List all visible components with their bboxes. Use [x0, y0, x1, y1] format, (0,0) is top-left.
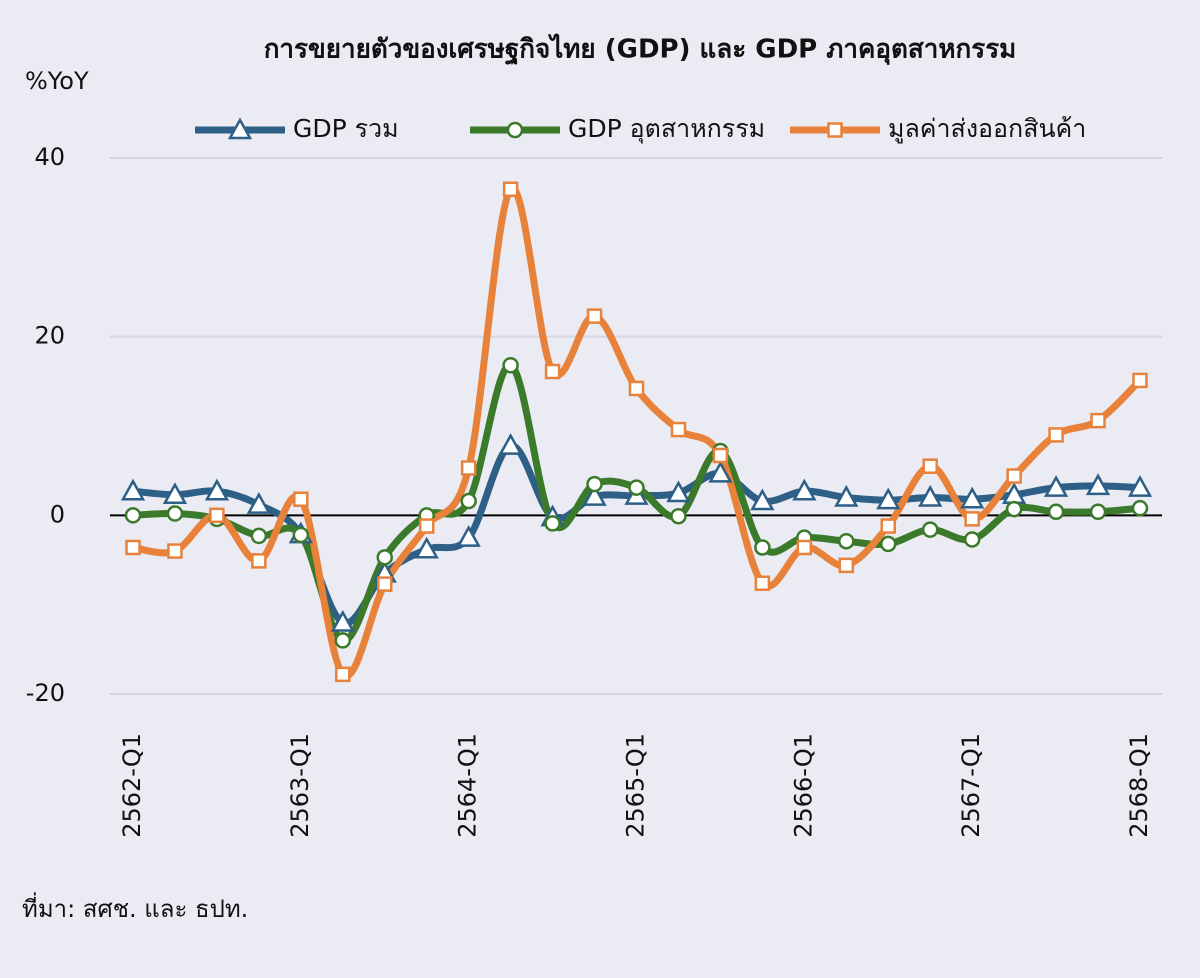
data-point: [414, 536, 439, 559]
y-tick-label: 20: [34, 322, 65, 350]
data-point: [376, 549, 393, 566]
data-point: [670, 507, 687, 525]
legend-marker: [227, 117, 253, 140]
data-point: [876, 487, 901, 510]
data-point: [838, 557, 855, 574]
data-point: [292, 526, 310, 544]
data-point: [921, 521, 939, 538]
data-point: [1048, 427, 1064, 443]
data-point: [1085, 473, 1111, 496]
data-point: [922, 458, 938, 474]
legend-marker: [506, 121, 524, 139]
data-point: [834, 484, 859, 507]
data-point: [880, 518, 896, 534]
data-point: [670, 421, 687, 438]
data-point: [1005, 500, 1023, 518]
data-point: [1006, 468, 1022, 484]
data-point: [502, 181, 519, 198]
data-point: [880, 535, 897, 553]
data-point: [246, 492, 271, 514]
source-note: ที่มา: สศช. และ ธปท.: [22, 892, 248, 923]
data-point: [708, 460, 733, 483]
data-point: [1047, 503, 1065, 521]
data-point: [460, 492, 477, 510]
data-point: [204, 478, 230, 501]
data-point: [1131, 499, 1149, 517]
data-point: [330, 609, 355, 632]
x-tick-label: 2567-Q1: [957, 733, 985, 838]
data-point: [1127, 475, 1153, 497]
data-point: [377, 576, 393, 592]
data-point: [456, 525, 481, 547]
x-tick-label: 2568-Q1: [1125, 733, 1153, 838]
legend-label: มูลค่าส่งออกสินค้า: [888, 114, 1086, 144]
data-point: [960, 486, 985, 509]
data-point: [502, 357, 519, 374]
x-tick-label: 2565-Q1: [622, 733, 650, 838]
legend-marker: [827, 122, 843, 138]
data-point: [964, 511, 980, 527]
data-point: [838, 532, 855, 550]
data-point: [582, 483, 607, 506]
data-point: [792, 478, 817, 501]
x-tick-label: 2564-Q1: [454, 733, 482, 838]
data-point: [1043, 475, 1069, 497]
data-point: [628, 479, 645, 496]
y-tick-label: -20: [26, 679, 65, 707]
data-point: [963, 531, 981, 548]
data-point: [250, 527, 268, 545]
data-point: [498, 433, 523, 455]
legend-label: GDP อุตสาหกรรม: [568, 114, 765, 144]
data-point: [293, 491, 309, 508]
data-point: [124, 507, 142, 524]
data-point: [166, 505, 184, 522]
y-tick-label: 0: [50, 500, 65, 528]
data-point: [1090, 412, 1106, 429]
data-point: [544, 515, 561, 532]
data-point: [544, 363, 561, 380]
data-point: [754, 539, 771, 556]
data-point: [918, 484, 943, 507]
data-point: [251, 553, 267, 569]
legend-label: GDP รวม: [293, 114, 399, 143]
data-point: [418, 518, 435, 534]
data-point: [666, 480, 691, 503]
chart-title: การขยายตัวของเศรษฐกิจไทย (GDP) และ GDP ภ…: [264, 33, 1017, 67]
data-point: [628, 380, 645, 397]
data-point: [460, 460, 477, 476]
data-point: [125, 539, 141, 556]
data-point: [796, 539, 813, 556]
data-point: [120, 478, 146, 501]
data-point: [754, 575, 771, 591]
data-point: [586, 475, 603, 493]
data-point: [1132, 372, 1148, 389]
data-point: [712, 447, 729, 464]
x-tick-label: 2563-Q1: [286, 733, 314, 838]
data-point: [162, 482, 188, 505]
x-tick-label: 2562-Q1: [118, 733, 146, 838]
data-point: [1089, 503, 1107, 521]
data-point: [586, 308, 603, 324]
y-axis-label: %YoY: [25, 67, 89, 95]
data-point: [209, 507, 225, 524]
data-point: [750, 488, 775, 511]
data-point: [334, 632, 352, 649]
y-tick-label: 40: [34, 143, 65, 171]
data-point: [335, 666, 351, 683]
data-point: [167, 543, 183, 559]
x-tick-label: 2566-Q1: [789, 733, 817, 838]
